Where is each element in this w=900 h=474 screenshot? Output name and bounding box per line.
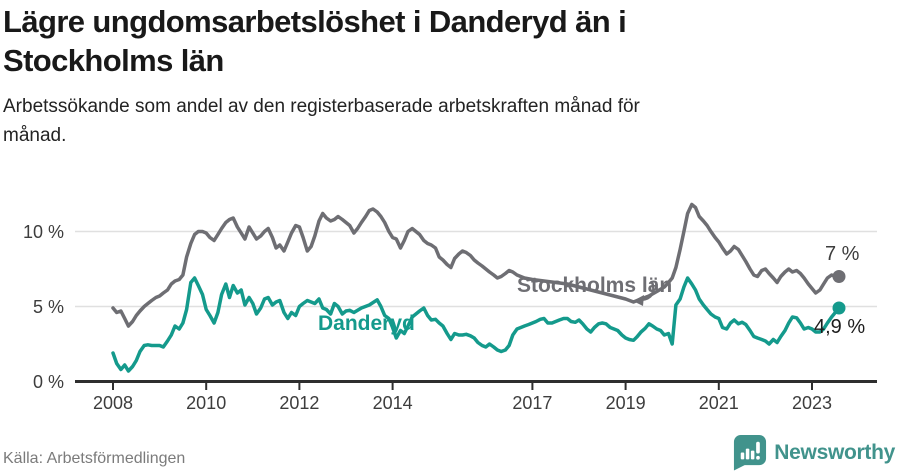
y-tick-label: 5 % (32, 296, 64, 317)
y-tick-label: 0 % (32, 371, 64, 392)
series-label-stockholms-lan: Stockholms län (517, 274, 673, 297)
x-tick-label: 2021 (698, 393, 739, 413)
y-tick-label: 10 % (22, 221, 64, 242)
end-value-label-stockholms-lan: 7 % (825, 243, 860, 265)
x-tick-label: 2017 (512, 393, 553, 413)
label-arrowhead (633, 295, 644, 306)
page-title: Lägre ungdomsarbetslöshet i Danderyd än … (3, 4, 627, 78)
series-line-1 (111, 276, 841, 373)
page-subtitle: Arbetssökande som andel av den registerb… (3, 96, 640, 146)
x-tick-label: 2014 (372, 393, 413, 413)
series-line-0 (111, 202, 841, 328)
x-tick-label: 2023 (791, 393, 833, 413)
series-end-dot-1 (832, 301, 846, 315)
source-credit: Källa: Arbetsförmedlingen (3, 450, 186, 467)
newsworthy-logo-text: Newsworthy (774, 441, 895, 464)
x-tick-label: 2010 (186, 393, 227, 413)
end-value-label-danderyd: 4,9 % (814, 316, 866, 338)
series-end-dot-0 (832, 270, 846, 283)
x-tick-label: 2019 (605, 393, 646, 413)
series-label-danderyd: Danderyd (318, 312, 415, 335)
newsworthy-logo-icon (734, 435, 767, 471)
newsworthy-logo: Newsworthy (733, 435, 895, 471)
x-tick-label: 2012 (279, 393, 320, 413)
x-tick-label: 2008 (92, 393, 134, 413)
